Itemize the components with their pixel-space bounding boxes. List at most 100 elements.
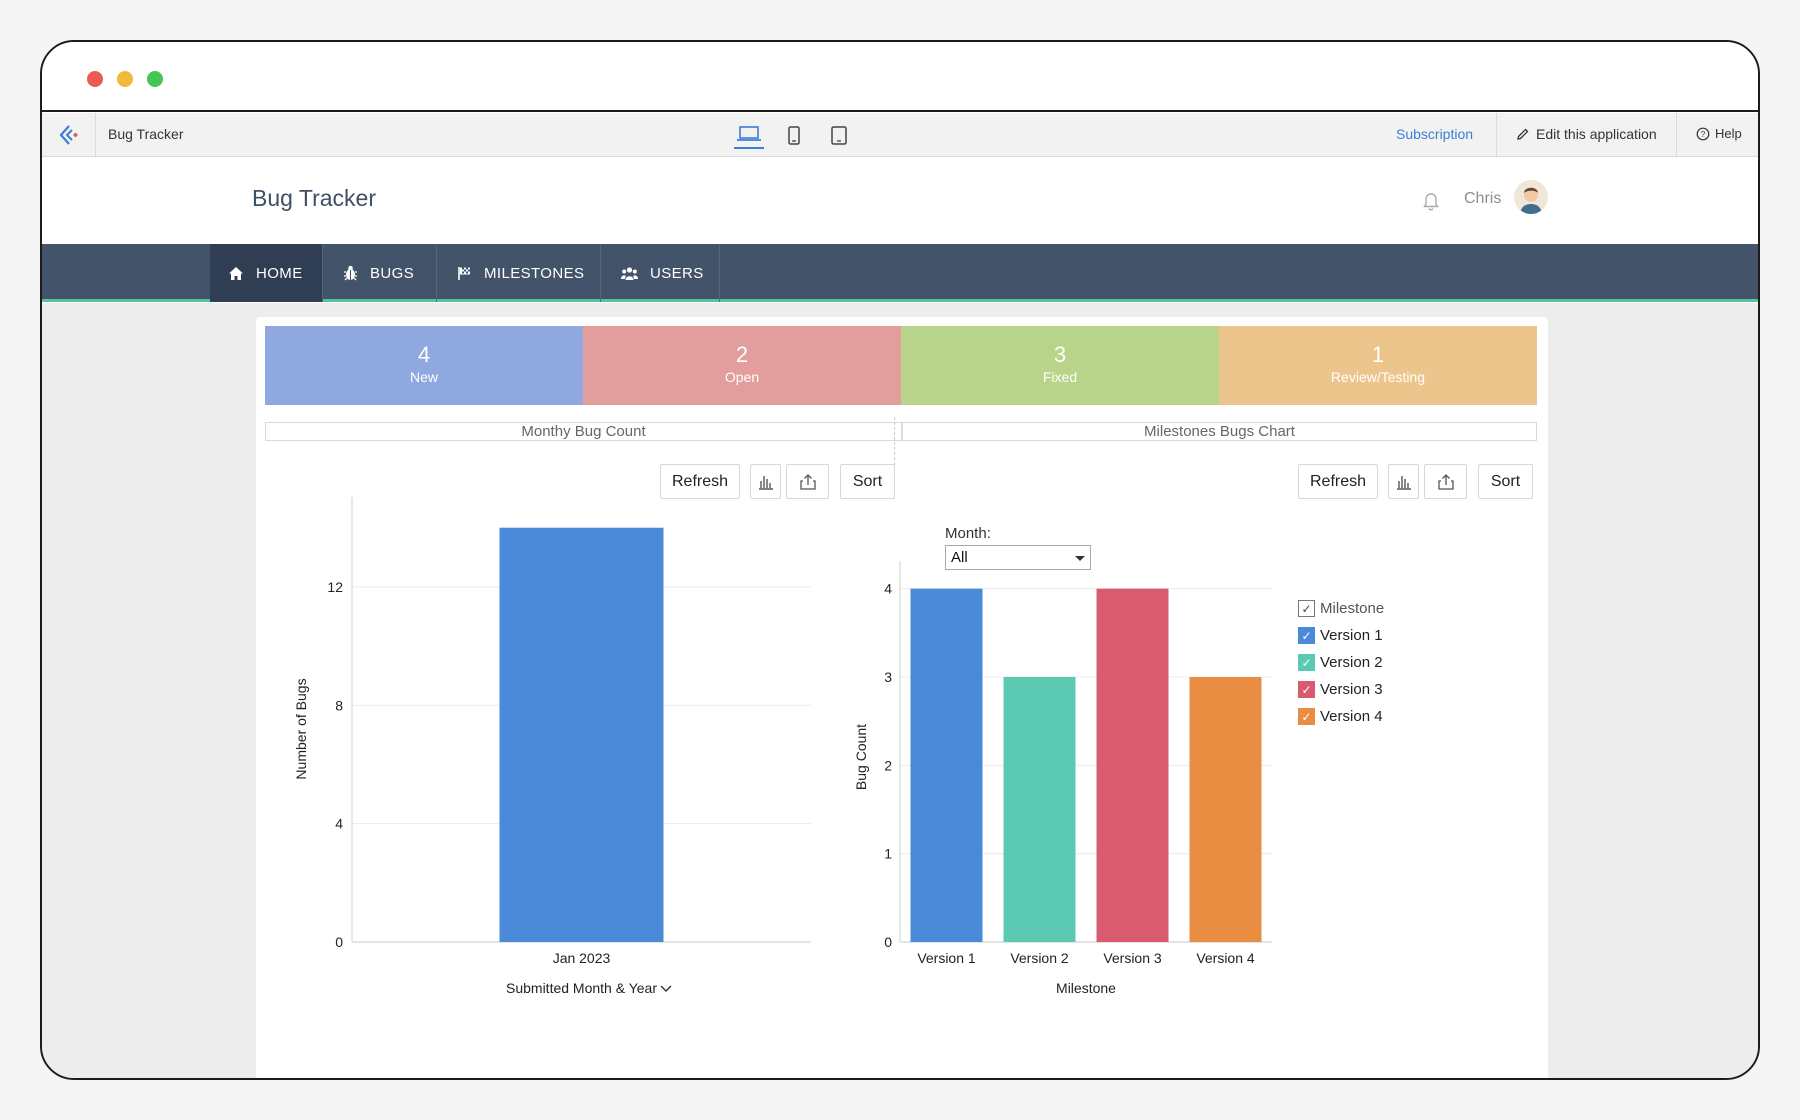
dashboard-card: 4 New 2 Open 3 Fixed 1 Review/Testing Mo… [256,317,1548,1078]
x-axis-title: Milestone [1056,980,1116,996]
month-filter-select[interactable]: All [945,545,1091,570]
bar-version-4 [1189,677,1262,942]
subscription-link[interactable]: Subscription [1396,126,1474,142]
app-logo[interactable] [42,113,96,157]
main-navigation: HOME BUGS MILESTO [42,244,1758,302]
tablet-view-button[interactable] [824,121,854,149]
stat-review-testing-label: Review/Testing [1330,369,1426,385]
bar-version-2 [1003,677,1076,942]
y-tick-label: 8 [335,697,343,713]
browser-window: Bug Tracker Subscription Edit [40,40,1760,1080]
month-filter-value: All [951,549,968,566]
avatar[interactable] [1514,180,1548,214]
left-chart-type-button[interactable] [750,464,781,499]
bar-chart-icon [758,475,773,490]
right-refresh-button[interactable]: Refresh [1298,464,1378,499]
nav-bugs[interactable]: BUGS [323,244,436,302]
svg-text:?: ? [1701,130,1706,139]
y-tick-label: 4 [335,816,343,832]
window-titlebar [42,42,1758,112]
bar-chart-icon [1396,475,1411,490]
bar-jan-2023 [499,527,664,942]
y-tick-label: 2 [884,757,892,773]
left-refresh-button[interactable]: Refresh [660,464,740,499]
builder-topbar: Bug Tracker Subscription Edit [42,113,1758,157]
x-tick-label: Jan 2023 [553,950,611,966]
stat-open-value: 2 [735,342,749,367]
x-axis-title: Submitted Month & Year [506,980,657,996]
stat-new[interactable]: 4 New [265,326,583,405]
nav-users-label: USERS [650,264,704,282]
legend-item-version-1[interactable]: ✓ Version 1 [1298,622,1384,649]
y-tick-label: 3 [884,669,892,685]
stat-review-testing[interactable]: 1 Review/Testing [1219,326,1537,405]
help-label: Help [1715,126,1742,141]
phone-icon [788,125,800,145]
nav-divider [719,244,720,302]
stat-review-testing-value: 1 [1371,342,1385,367]
legend-label: Version 3 [1320,681,1383,698]
chevron-down-icon [660,985,672,992]
user-name[interactable]: Chris [1464,190,1502,207]
nav-users[interactable]: USERS [601,244,719,302]
mobile-view-button[interactable] [779,121,809,149]
y-axis-title: Bug Count [853,724,869,790]
nav-divider [600,244,601,302]
nav-home[interactable]: HOME [210,244,322,302]
right-chart-type-button[interactable] [1388,464,1419,499]
legend-title-toggle[interactable]: ✓ Milestone [1298,595,1384,622]
nav-divider [322,244,323,302]
close-window-button[interactable] [87,71,103,87]
laptop-icon [737,126,761,141]
stat-open[interactable]: 2 Open [583,326,901,405]
legend-label: Milestone [1320,600,1385,617]
legend-item-version-2[interactable]: ✓ Version 2 [1298,649,1384,676]
legend-label: Version 2 [1320,654,1383,671]
checkbox-icon: ✓ [1298,600,1315,617]
month-filter-label: Month: [945,525,991,542]
tablet-icon [831,125,847,145]
y-axis-title: Number of Bugs [293,678,309,779]
page-title: Bug Tracker [252,185,376,211]
checkbox-icon: ✓ [1298,708,1315,725]
nav-home-label: HOME [256,264,303,282]
nav-divider [436,244,437,302]
panel-divider [894,417,895,465]
bar-version-3 [1096,588,1169,942]
help-button[interactable]: ? Help [1696,126,1742,141]
legend-label: Version 1 [1320,627,1383,644]
stat-open-label: Open [724,369,760,385]
nav-milestones[interactable]: MILESTONES [437,244,600,302]
maximize-window-button[interactable] [147,71,163,87]
right-sort-button[interactable]: Sort [1478,464,1533,499]
right-export-button[interactable] [1424,464,1467,499]
desktop-view-button[interactable] [734,121,764,149]
checkbox-icon: ✓ [1298,627,1315,644]
app-header: Bug Tracker Chris [42,158,1758,244]
left-export-button[interactable] [786,464,829,499]
left-sort-button[interactable]: Sort [840,464,895,499]
nav-bugs-label: BUGS [370,264,415,282]
dashboard-content: 4 New 2 Open 3 Fixed 1 Review/Testing Mo… [42,303,1758,1078]
milestones-bugs-chart-title: Milestones Bugs Chart [902,422,1537,441]
y-tick-label: 0 [335,934,343,950]
logo-icon [59,125,78,145]
flag-icon [458,266,470,280]
topbar-divider [1676,113,1677,157]
stat-fixed-value: 3 [1053,342,1067,367]
stat-fixed[interactable]: 3 Fixed [901,326,1219,405]
user-avatar-icon [1514,180,1548,214]
notification-bell-icon[interactable] [1422,192,1440,212]
x-tick-label: Version 1 [917,950,976,966]
stat-new-label: New [409,369,438,385]
x-tick-label: Version 2 [1010,950,1069,966]
y-tick-label: 4 [884,581,892,597]
minimize-window-button[interactable] [117,71,133,87]
y-tick-label: 1 [884,846,892,862]
legend-item-version-4[interactable]: ✓ Version 4 [1298,703,1384,730]
y-tick-label: 0 [884,934,892,950]
edit-application-button[interactable]: Edit this application [1516,126,1657,142]
legend-item-version-3[interactable]: ✓ Version 3 [1298,676,1384,703]
nav-milestones-label: MILESTONES [484,264,585,282]
